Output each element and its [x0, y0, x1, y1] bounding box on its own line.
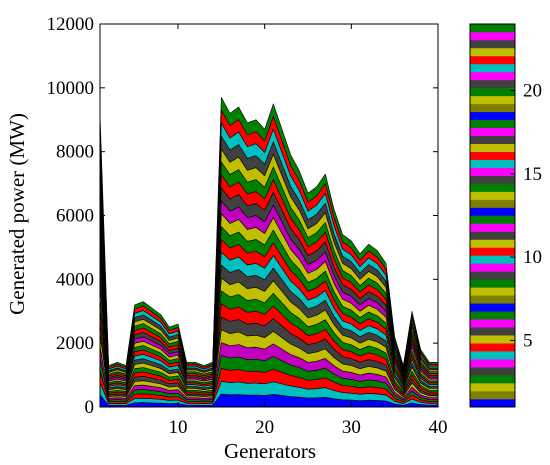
colorbar-stripe: [470, 167, 515, 176]
colorbar-stripe: [470, 207, 515, 216]
colorbar-stripe: [470, 159, 515, 168]
colorbar: [469, 23, 516, 408]
y-tick-label: 4000: [56, 269, 94, 290]
plot-axes: [99, 23, 439, 408]
colorbar-stripe: [470, 191, 515, 200]
y-tick-label: 10000: [47, 78, 95, 99]
colorbar-stripe: [470, 39, 515, 49]
colorbar-stripe: [470, 183, 515, 192]
x-tick-label: 10: [169, 417, 188, 438]
colorbar-stripe: [470, 215, 515, 224]
colorbar-stripe: [470, 287, 515, 296]
colorbar-stripe: [470, 335, 515, 344]
colorbar-stripe: [470, 79, 515, 89]
colorbar-stripe: [470, 295, 515, 304]
colorbar-tick-label: 5: [523, 330, 533, 351]
colorbar-stripe: [470, 127, 515, 137]
colorbar-stripe: [470, 143, 515, 152]
colorbar-stripe: [470, 383, 515, 392]
colorbar-stripe: [470, 399, 515, 408]
colorbar-stripe: [470, 367, 515, 376]
x-tick-label: 30: [342, 417, 361, 438]
colorbar-stripe: [470, 343, 515, 352]
y-tick-labels: 0 2000 4000 6000 8000 10000 12000: [47, 14, 95, 418]
colorbar-tick-label: 15: [523, 164, 542, 185]
colorbar-stripe: [470, 87, 515, 97]
colorbar-stripe: [470, 375, 515, 384]
x-axis-title: Generators: [224, 439, 316, 463]
colorbar-stripe: [470, 351, 515, 360]
colorbar-stripe: [470, 199, 515, 208]
colorbar-stripe: [470, 95, 515, 105]
colorbar-stripe: [470, 271, 515, 280]
y-tick-label: 2000: [56, 333, 94, 354]
y-tick-label: 12000: [47, 14, 95, 35]
y-tick-label: 8000: [56, 142, 94, 163]
colorbar-stripe: [470, 391, 515, 400]
colorbar-stripe: [470, 119, 515, 129]
x-tick-label: 20: [255, 417, 274, 438]
colorbar-stripe: [470, 223, 515, 232]
colorbar-stripe: [470, 24, 515, 33]
colorbar-stripe: [470, 135, 515, 144]
colorbar-stripe: [470, 103, 515, 113]
colorbar-stripe: [470, 47, 515, 57]
colorbar-tick-label: 20: [523, 81, 542, 102]
colorbar-stripe: [470, 151, 515, 160]
colorbar-stripe: [470, 311, 515, 320]
colorbar-stripe: [470, 239, 515, 248]
colorbar-stripe: [470, 63, 515, 73]
colorbar-stripe: [470, 231, 515, 240]
x-tick-labels: 10 20 30 40: [169, 417, 448, 438]
colorbar-stripe: [470, 111, 515, 121]
colorbar-stripe: [470, 263, 515, 272]
colorbar-stripe: [470, 255, 515, 264]
colorbar-stripe: [470, 327, 515, 336]
colorbar-tick-label: 10: [523, 247, 542, 268]
colorbar-stripe: [470, 175, 515, 184]
y-axis-title: Generated power (MW): [5, 113, 29, 315]
y-tick-label: 0: [85, 397, 95, 418]
colorbar-stripe: [470, 55, 515, 65]
colorbar-stripe: [470, 319, 515, 328]
colorbar-stripe: [470, 303, 515, 312]
colorbar-frame: [469, 23, 516, 408]
plot-area: [99, 97, 439, 408]
colorbar-stripe: [470, 247, 515, 256]
colorbar-stripe: [470, 71, 515, 81]
colorbar-stripe: [470, 359, 515, 368]
x-tick-label: 40: [429, 417, 448, 438]
colorbar-tick-labels: 5 10 15 20: [523, 81, 542, 352]
colorbar-stripe: [470, 279, 515, 288]
y-tick-label: 6000: [56, 206, 94, 227]
colorbar-stripe: [470, 31, 515, 41]
